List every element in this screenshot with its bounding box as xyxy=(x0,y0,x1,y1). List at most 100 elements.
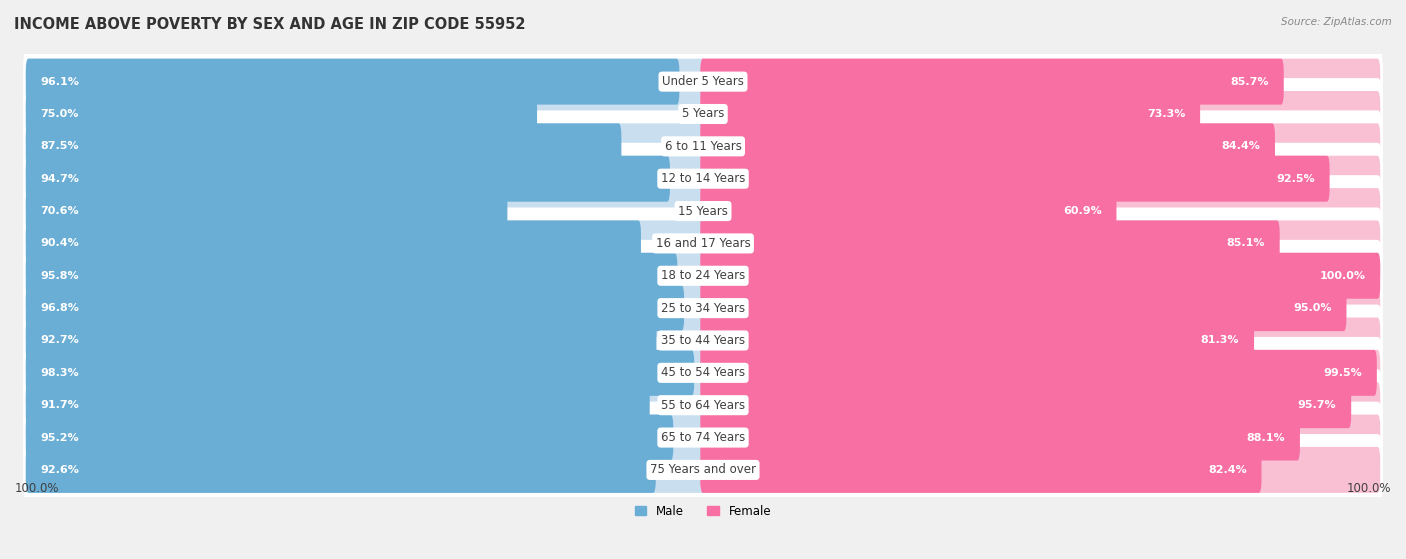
FancyBboxPatch shape xyxy=(22,175,1384,247)
Text: 96.1%: 96.1% xyxy=(41,77,80,87)
FancyBboxPatch shape xyxy=(700,253,1381,299)
Text: 92.7%: 92.7% xyxy=(41,335,79,345)
Text: 92.5%: 92.5% xyxy=(1277,174,1315,184)
Text: 55 to 64 Years: 55 to 64 Years xyxy=(661,399,745,411)
Text: 91.7%: 91.7% xyxy=(41,400,79,410)
FancyBboxPatch shape xyxy=(25,350,695,396)
Text: 85.7%: 85.7% xyxy=(1230,77,1268,87)
Text: 35 to 44 Years: 35 to 44 Years xyxy=(661,334,745,347)
FancyBboxPatch shape xyxy=(22,240,1384,312)
Text: 73.3%: 73.3% xyxy=(1147,109,1185,119)
Text: 87.5%: 87.5% xyxy=(41,141,79,151)
Text: 100.0%: 100.0% xyxy=(1319,271,1365,281)
FancyBboxPatch shape xyxy=(700,188,1116,234)
Text: 70.6%: 70.6% xyxy=(41,206,79,216)
FancyBboxPatch shape xyxy=(700,318,1254,363)
FancyBboxPatch shape xyxy=(25,318,706,363)
FancyBboxPatch shape xyxy=(25,220,641,267)
Text: 16 and 17 Years: 16 and 17 Years xyxy=(655,237,751,250)
FancyBboxPatch shape xyxy=(25,415,706,461)
FancyBboxPatch shape xyxy=(22,207,1384,280)
FancyBboxPatch shape xyxy=(25,350,706,396)
FancyBboxPatch shape xyxy=(22,78,1384,150)
Text: 45 to 54 Years: 45 to 54 Years xyxy=(661,366,745,380)
FancyBboxPatch shape xyxy=(25,253,678,299)
FancyBboxPatch shape xyxy=(700,350,1376,396)
Text: 12 to 14 Years: 12 to 14 Years xyxy=(661,172,745,185)
FancyBboxPatch shape xyxy=(700,382,1381,428)
FancyBboxPatch shape xyxy=(22,434,1384,506)
Text: INCOME ABOVE POVERTY BY SEX AND AGE IN ZIP CODE 55952: INCOME ABOVE POVERTY BY SEX AND AGE IN Z… xyxy=(14,17,526,32)
FancyBboxPatch shape xyxy=(700,447,1261,493)
Text: 60.9%: 60.9% xyxy=(1063,206,1102,216)
Text: 99.5%: 99.5% xyxy=(1323,368,1362,378)
FancyBboxPatch shape xyxy=(700,59,1284,105)
FancyBboxPatch shape xyxy=(25,188,706,234)
Text: 6 to 11 Years: 6 to 11 Years xyxy=(665,140,741,153)
Legend: Male, Female: Male, Female xyxy=(630,500,776,523)
FancyBboxPatch shape xyxy=(700,156,1330,202)
Text: 90.4%: 90.4% xyxy=(41,239,79,248)
FancyBboxPatch shape xyxy=(700,415,1381,461)
FancyBboxPatch shape xyxy=(700,447,1381,493)
FancyBboxPatch shape xyxy=(25,285,706,331)
FancyBboxPatch shape xyxy=(25,91,706,137)
FancyBboxPatch shape xyxy=(25,156,706,202)
FancyBboxPatch shape xyxy=(700,350,1381,396)
FancyBboxPatch shape xyxy=(22,272,1384,344)
Text: 94.7%: 94.7% xyxy=(41,174,80,184)
FancyBboxPatch shape xyxy=(25,382,706,428)
Text: 95.8%: 95.8% xyxy=(41,271,79,281)
Text: Under 5 Years: Under 5 Years xyxy=(662,75,744,88)
FancyBboxPatch shape xyxy=(22,111,1384,182)
Text: 100.0%: 100.0% xyxy=(15,482,59,495)
FancyBboxPatch shape xyxy=(22,305,1384,376)
FancyBboxPatch shape xyxy=(25,447,706,493)
Text: 98.3%: 98.3% xyxy=(41,368,79,378)
FancyBboxPatch shape xyxy=(700,220,1381,267)
Text: 82.4%: 82.4% xyxy=(1208,465,1247,475)
FancyBboxPatch shape xyxy=(700,124,1381,169)
FancyBboxPatch shape xyxy=(25,253,706,299)
FancyBboxPatch shape xyxy=(25,285,685,331)
Text: 100.0%: 100.0% xyxy=(1347,482,1391,495)
Text: 92.6%: 92.6% xyxy=(41,465,80,475)
FancyBboxPatch shape xyxy=(25,91,537,137)
Text: 84.4%: 84.4% xyxy=(1222,141,1260,151)
Text: 81.3%: 81.3% xyxy=(1201,335,1239,345)
FancyBboxPatch shape xyxy=(700,285,1381,331)
FancyBboxPatch shape xyxy=(700,285,1347,331)
Text: 95.7%: 95.7% xyxy=(1298,400,1336,410)
Text: 95.2%: 95.2% xyxy=(41,433,79,443)
Text: 18 to 24 Years: 18 to 24 Years xyxy=(661,269,745,282)
FancyBboxPatch shape xyxy=(700,318,1381,363)
FancyBboxPatch shape xyxy=(700,253,1381,299)
Text: 85.1%: 85.1% xyxy=(1226,239,1265,248)
Text: 5 Years: 5 Years xyxy=(682,107,724,121)
FancyBboxPatch shape xyxy=(700,124,1275,169)
Text: 25 to 34 Years: 25 to 34 Years xyxy=(661,302,745,315)
Text: 65 to 74 Years: 65 to 74 Years xyxy=(661,431,745,444)
FancyBboxPatch shape xyxy=(700,91,1381,137)
FancyBboxPatch shape xyxy=(25,59,679,105)
Text: 75 Years and over: 75 Years and over xyxy=(650,463,756,476)
FancyBboxPatch shape xyxy=(25,318,657,363)
FancyBboxPatch shape xyxy=(25,124,621,169)
FancyBboxPatch shape xyxy=(25,59,706,105)
FancyBboxPatch shape xyxy=(25,382,650,428)
FancyBboxPatch shape xyxy=(700,220,1279,267)
FancyBboxPatch shape xyxy=(700,91,1201,137)
Text: 88.1%: 88.1% xyxy=(1247,433,1285,443)
FancyBboxPatch shape xyxy=(25,447,655,493)
FancyBboxPatch shape xyxy=(700,188,1381,234)
FancyBboxPatch shape xyxy=(22,143,1384,215)
Text: 95.0%: 95.0% xyxy=(1294,303,1331,313)
FancyBboxPatch shape xyxy=(22,401,1384,473)
Text: 15 Years: 15 Years xyxy=(678,205,728,217)
Text: 96.8%: 96.8% xyxy=(41,303,80,313)
FancyBboxPatch shape xyxy=(25,415,673,461)
FancyBboxPatch shape xyxy=(25,220,706,267)
FancyBboxPatch shape xyxy=(25,188,508,234)
FancyBboxPatch shape xyxy=(700,415,1301,461)
Text: Source: ZipAtlas.com: Source: ZipAtlas.com xyxy=(1281,17,1392,27)
